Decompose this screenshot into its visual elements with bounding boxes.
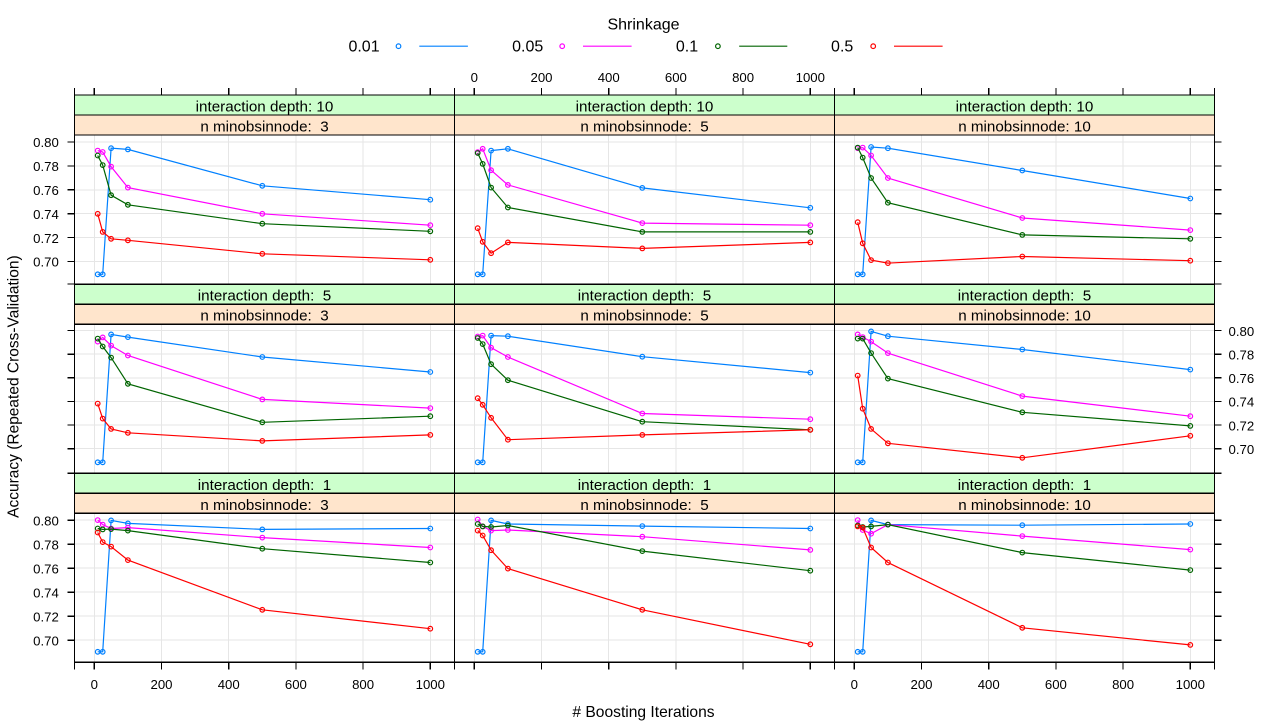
svg-text:0.80: 0.80	[33, 135, 59, 150]
svg-text:0.70: 0.70	[33, 633, 59, 648]
svg-text:interaction depth: 5: interaction depth: 5	[578, 288, 711, 305]
svg-text:n minobsinnode: 10: n minobsinnode: 10	[958, 308, 1091, 325]
svg-text:600: 600	[665, 70, 687, 85]
svg-text:0.1: 0.1	[676, 39, 698, 56]
svg-text:0.5: 0.5	[831, 39, 853, 56]
svg-text:0.74: 0.74	[33, 207, 59, 222]
svg-text:interaction depth: 1: interaction depth: 1	[578, 477, 711, 494]
svg-text:0.70: 0.70	[1229, 442, 1255, 457]
svg-text:400: 400	[218, 677, 240, 692]
svg-text:n minobsinnode: 5: n minobsinnode: 5	[580, 308, 708, 325]
svg-text:0.80: 0.80	[1229, 324, 1255, 339]
svg-text:Accuracy (Repeated Cross-Valid: Accuracy (Repeated Cross-Validation)	[6, 255, 23, 517]
svg-text:0.74: 0.74	[33, 585, 59, 600]
svg-text:0.05: 0.05	[512, 39, 543, 56]
svg-text:n minobsinnode: 3: n minobsinnode: 3	[200, 497, 328, 514]
svg-text:0.74: 0.74	[1229, 395, 1255, 410]
svg-text:0: 0	[91, 677, 98, 692]
svg-text:interaction depth: 1: interaction depth: 1	[198, 477, 331, 494]
svg-text:interaction depth: 10: interaction depth: 10	[196, 99, 334, 116]
svg-text:n minobsinnode: 3: n minobsinnode: 3	[200, 308, 328, 325]
svg-text:400: 400	[978, 677, 1000, 692]
svg-text:1000: 1000	[796, 70, 825, 85]
svg-text:interaction depth: 5: interaction depth: 5	[958, 288, 1091, 305]
svg-text:0.72: 0.72	[1229, 418, 1255, 433]
svg-text:0.70: 0.70	[33, 255, 59, 270]
svg-text:200: 200	[530, 70, 552, 85]
svg-text:n minobsinnode: 5: n minobsinnode: 5	[580, 497, 708, 514]
svg-text:n minobsinnode: 10: n minobsinnode: 10	[958, 497, 1091, 514]
svg-text:1000: 1000	[416, 677, 445, 692]
svg-text:0: 0	[851, 677, 858, 692]
svg-text:n minobsinnode: 10: n minobsinnode: 10	[958, 119, 1091, 136]
svg-text:interaction depth: 10: interaction depth: 10	[956, 99, 1094, 116]
svg-text:0.01: 0.01	[348, 39, 379, 56]
svg-text:600: 600	[1045, 677, 1067, 692]
svg-text:200: 200	[910, 677, 932, 692]
svg-text:0.78: 0.78	[33, 159, 59, 174]
svg-text:0.78: 0.78	[1229, 347, 1255, 362]
svg-text:600: 600	[285, 677, 307, 692]
svg-text:0.76: 0.76	[33, 183, 59, 198]
svg-text:0.76: 0.76	[33, 561, 59, 576]
svg-text:800: 800	[732, 70, 754, 85]
svg-text:interaction depth: 5: interaction depth: 5	[198, 288, 331, 305]
svg-text:200: 200	[150, 677, 172, 692]
svg-text:0.72: 0.72	[33, 609, 59, 624]
svg-text:0.72: 0.72	[33, 231, 59, 246]
svg-text:0.76: 0.76	[1229, 371, 1255, 386]
svg-text:n minobsinnode: 5: n minobsinnode: 5	[580, 119, 708, 136]
svg-text:n minobsinnode: 3: n minobsinnode: 3	[200, 119, 328, 136]
svg-text:800: 800	[352, 677, 374, 692]
svg-text:interaction depth: 1: interaction depth: 1	[958, 477, 1091, 494]
svg-text:0: 0	[471, 70, 478, 85]
svg-text:800: 800	[1112, 677, 1134, 692]
svg-text:1000: 1000	[1176, 677, 1205, 692]
svg-text:Shrinkage: Shrinkage	[607, 17, 679, 34]
svg-text:0.78: 0.78	[33, 537, 59, 552]
svg-text:interaction depth: 10: interaction depth: 10	[576, 99, 714, 116]
svg-text:0.80: 0.80	[33, 513, 59, 528]
svg-text:# Boosting Iterations: # Boosting Iterations	[572, 704, 714, 721]
svg-text:400: 400	[598, 70, 620, 85]
